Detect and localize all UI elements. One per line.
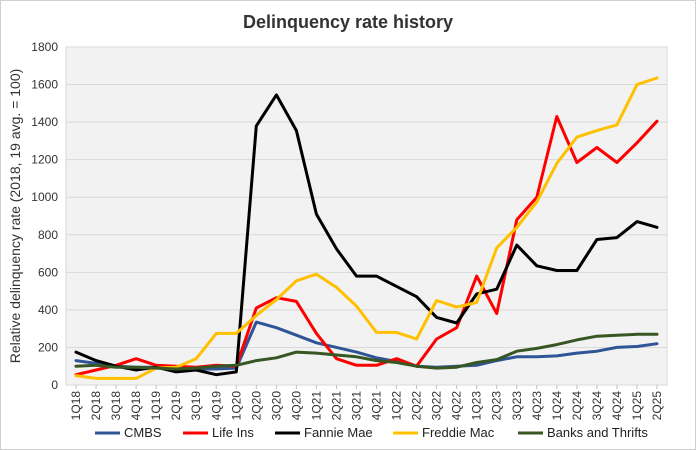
x-tick-label: 4Q18 bbox=[129, 391, 143, 421]
y-tick-label: 800 bbox=[38, 228, 58, 242]
x-tick-label: 4Q20 bbox=[289, 391, 303, 421]
legend-label: Fannie Mae bbox=[304, 425, 373, 440]
x-tick-label: 1Q20 bbox=[229, 391, 243, 421]
y-tick-label: 1800 bbox=[31, 40, 58, 54]
legend: CMBS Life Ins Fannie Mae Freddie Mac Banks a… bbox=[95, 425, 648, 440]
x-tick-label: 1Q19 bbox=[149, 391, 163, 421]
legend-label: Life Ins bbox=[212, 425, 254, 440]
y-tick-label: 200 bbox=[38, 340, 58, 354]
x-tick-label: 1Q22 bbox=[390, 391, 404, 421]
legend-label: CMBS bbox=[124, 425, 162, 440]
chart-title: Delinquency rate history bbox=[243, 12, 453, 32]
x-tick-label: 3Q22 bbox=[430, 391, 444, 421]
y-tick-label: 1600 bbox=[31, 78, 58, 92]
y-axis-label: Relative delinquency rate (2018, 19 avg.… bbox=[7, 69, 23, 364]
x-tick-label: 3Q18 bbox=[109, 391, 123, 421]
y-tick-label: 600 bbox=[38, 265, 58, 279]
x-tick-label: 3Q21 bbox=[349, 391, 363, 421]
x-tick-label: 1Q18 bbox=[69, 391, 83, 421]
x-tick-label: 2Q19 bbox=[169, 391, 183, 421]
x-tick-label: 4Q19 bbox=[209, 391, 223, 421]
x-tick-label: 2Q22 bbox=[410, 391, 424, 421]
series-lines bbox=[74, 76, 659, 380]
y-axis-ticks: 0 200 400 600 800 1000 1200 1400 1600 1800 bbox=[31, 40, 58, 392]
x-tick-label: 1Q23 bbox=[470, 391, 484, 421]
x-tick-label: 3Q24 bbox=[590, 391, 604, 421]
x-tick-label: 4Q24 bbox=[610, 391, 624, 421]
x-tick-label: 3Q19 bbox=[189, 391, 203, 421]
legend-label: Banks and Thrifts bbox=[547, 425, 648, 440]
x-tick-label: 2Q18 bbox=[89, 391, 103, 421]
y-tick-label: 1400 bbox=[31, 115, 58, 129]
plot-area bbox=[65, 46, 668, 386]
x-tick-label: 1Q21 bbox=[309, 391, 323, 421]
series-line-banks-and-thrifts bbox=[74, 332, 659, 371]
legend-label: Freddie Mac bbox=[422, 425, 495, 440]
x-tick-label: 2Q24 bbox=[570, 391, 584, 421]
x-tick-label: 2Q23 bbox=[490, 391, 504, 421]
series-line-fannie-mae bbox=[74, 93, 659, 377]
x-tick-label: 2Q25 bbox=[650, 391, 664, 421]
x-tick-label: 4Q23 bbox=[530, 391, 544, 421]
y-tick-label: 400 bbox=[38, 303, 58, 317]
gridlines bbox=[66, 46, 667, 386]
x-tick-label: 1Q25 bbox=[630, 391, 644, 421]
x-tick-label: 4Q21 bbox=[370, 391, 384, 421]
x-axis-ticks: 1Q18 2Q18 3Q18 4Q18 1Q19 2Q19 3Q19 4Q19 1Q20 2Q20… bbox=[69, 385, 664, 420]
x-tick-label: 3Q23 bbox=[510, 391, 524, 421]
y-tick-label: 1200 bbox=[31, 153, 58, 167]
y-tick-label: 0 bbox=[51, 378, 58, 392]
x-tick-label: 3Q20 bbox=[269, 391, 283, 421]
x-tick-label: 2Q21 bbox=[329, 391, 343, 421]
x-tick-label: 2Q20 bbox=[249, 391, 263, 421]
x-tick-label: 4Q22 bbox=[450, 391, 464, 421]
x-tick-label: 1Q24 bbox=[550, 391, 564, 421]
y-tick-label: 1000 bbox=[31, 190, 58, 204]
